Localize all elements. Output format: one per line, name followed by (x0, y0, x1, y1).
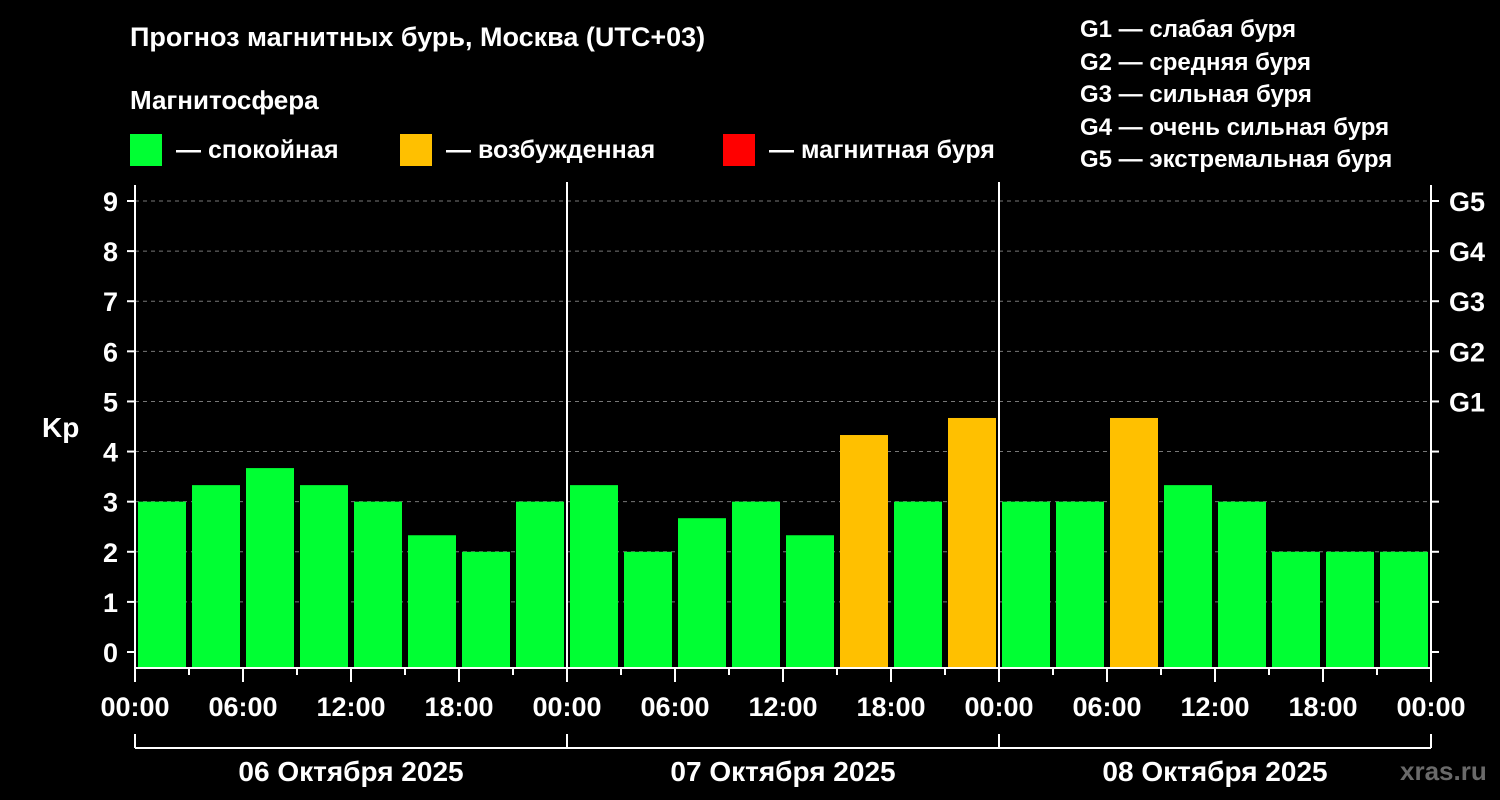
legend-item-calm: — спокойная (130, 134, 339, 166)
kp-bar (300, 485, 348, 668)
x-tick-label: 18:00 (424, 692, 493, 722)
y-tick-label: 6 (103, 337, 118, 367)
y-tick-label: 3 (103, 488, 118, 518)
watermark: xras.ru (1400, 756, 1487, 786)
x-tick-label: 06:00 (208, 692, 277, 722)
kp-bar (246, 468, 294, 668)
x-tick-label: 12:00 (748, 692, 817, 722)
chart-title: Прогноз магнитных бурь, Москва (UTC+03) (130, 22, 706, 52)
kp-bar (1056, 501, 1104, 668)
g-scale-item: G2 — средняя буря (1080, 48, 1311, 76)
x-tick-label: 06:00 (1072, 692, 1141, 722)
g-scale-item: G3 — сильная буря (1080, 81, 1312, 108)
x-tick-label: 12:00 (316, 692, 385, 722)
kp-bar (786, 535, 834, 668)
g-scale-item: G5 — экстремальная буря (1080, 146, 1393, 173)
g-level-label: G2 (1449, 337, 1485, 367)
g-scale-list: G1 — слабая буря G2 — средняя буря G3 — … (1080, 14, 1392, 177)
y-tick-label: 2 (103, 538, 118, 568)
kp-bar (516, 501, 564, 668)
legend-swatch-excited (400, 134, 432, 166)
kp-bar (192, 485, 240, 668)
kp-bar (1272, 551, 1320, 668)
x-tick-label: 12:00 (1180, 692, 1249, 722)
x-tick-label: 00:00 (1396, 692, 1465, 722)
g-level-label: G1 (1449, 387, 1485, 417)
kp-bar (1164, 485, 1212, 668)
g-level-label: G5 (1449, 187, 1485, 217)
kp-bar (408, 535, 456, 668)
kp-bar (894, 501, 942, 668)
kp-bar (624, 551, 672, 668)
y-tick-label: 1 (103, 588, 118, 618)
kp-bar (354, 501, 402, 668)
kp-bar (1380, 551, 1428, 668)
day-label: 07 Октября 2025 (670, 756, 895, 787)
y-tick-label: 9 (103, 187, 118, 217)
legend: — спокойная — возбужденная — магнитная б… (130, 134, 1030, 168)
kp-bar (678, 518, 726, 668)
legend-swatch-storm (723, 134, 755, 166)
y-tick-label: 4 (103, 438, 118, 468)
legend-swatch-calm (130, 134, 162, 166)
kp-bar (138, 501, 186, 668)
kp-bar (1326, 551, 1374, 668)
g-scale-item: G4 — очень сильная буря (1080, 113, 1390, 141)
y-axis-label: Kp (42, 412, 80, 443)
g-level-label: G3 (1449, 287, 1485, 317)
kp-bar (1110, 417, 1158, 668)
x-tick-label: 06:00 (640, 692, 709, 722)
y-tick-label: 8 (103, 237, 118, 267)
kp-bar (462, 551, 510, 668)
kp-bar (840, 435, 888, 668)
legend-label-calm: — спокойная (176, 135, 339, 164)
legend-label-storm: — магнитная буря (769, 135, 995, 164)
kp-bar (1002, 501, 1050, 668)
kp-bar (570, 485, 618, 668)
kp-bar (948, 417, 996, 668)
x-tick-label: 00:00 (532, 692, 601, 722)
y-tick-label: 0 (103, 638, 118, 668)
kp-bar (1218, 501, 1266, 668)
y-tick-label: 5 (103, 387, 118, 417)
legend-item-excited: — возбужденная (400, 134, 655, 166)
legend-label-excited: — возбужденная (446, 135, 656, 164)
day-label: 08 Октября 2025 (1102, 756, 1327, 787)
kp-bar (732, 501, 780, 668)
x-tick-label: 18:00 (1288, 692, 1357, 722)
y-tick-label: 7 (103, 287, 118, 317)
legend-item-storm: — магнитная буря (723, 134, 995, 166)
x-tick-label: 00:00 (964, 692, 1033, 722)
g-level-label: G4 (1449, 237, 1485, 267)
x-tick-label: 18:00 (856, 692, 925, 722)
x-tick-label: 00:00 (100, 692, 169, 722)
legend-heading: Магнитосфера (130, 85, 319, 115)
day-label: 06 Октября 2025 (238, 756, 463, 787)
g-scale-item: G1 — слабая буря (1080, 16, 1297, 43)
